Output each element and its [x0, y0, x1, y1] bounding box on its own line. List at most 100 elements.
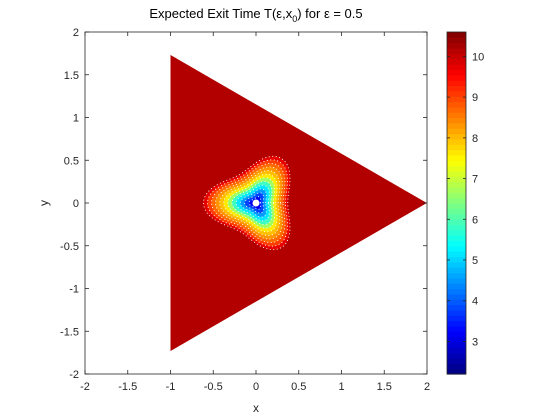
colorbar-band	[447, 32, 466, 38]
chart-title: Expected Exit Time T(ε,x0) for ε = 0.5	[149, 6, 362, 24]
colorbar-ticks: 3 4 5 6 7 8 9 10	[447, 51, 484, 348]
colorbar-band	[447, 235, 466, 241]
y-tick-label: -0.5	[60, 241, 79, 253]
x-tick-label: -1	[166, 381, 176, 393]
colorbar-band	[447, 368, 466, 375]
y-tick-label: 0.5	[64, 155, 79, 167]
colorbar-band	[447, 186, 466, 193]
y-tick-label: 1	[73, 113, 79, 125]
colorbar-band	[447, 267, 466, 274]
y-tick-label: 2	[73, 27, 79, 39]
x-tick-label: 0	[253, 381, 259, 393]
colorbar-band	[447, 53, 466, 60]
colorbar-band	[447, 203, 466, 209]
colorbar-band	[447, 181, 466, 188]
colorbar-band	[447, 42, 466, 49]
colorbar-band	[447, 138, 466, 145]
y-tick-label: 0	[73, 198, 79, 210]
colorbar-band	[447, 251, 466, 258]
y-tick-label: 1.5	[64, 70, 79, 82]
x-tick-label: -0.5	[204, 381, 223, 393]
colorbar-tick-label: 9	[472, 92, 478, 104]
colorbar-band	[447, 245, 466, 252]
colorbar: 3 4 5 6 7 8 9 10	[446, 31, 484, 375]
colorbar-band	[447, 117, 466, 124]
colorbar-band	[447, 85, 466, 92]
x-tick-label: 1.5	[377, 381, 392, 393]
colorbar-band	[447, 48, 466, 54]
colorbar-band	[447, 219, 466, 225]
y-tick-label: -1	[69, 284, 79, 296]
colorbar-band	[447, 90, 466, 97]
colorbar-tick-label: 8	[472, 133, 478, 145]
colorbar-band	[447, 293, 466, 300]
x-tick-label: 2	[424, 381, 430, 393]
colorbar-band	[447, 74, 466, 81]
contour-fill	[170, 54, 427, 352]
colorbar-band	[447, 160, 466, 167]
y-axis-label: y	[37, 200, 51, 206]
colorbar-band	[447, 37, 466, 44]
colorbar-band	[447, 192, 466, 199]
colorbar-band	[447, 304, 466, 311]
colorbar-band	[447, 320, 466, 327]
colorbar-tick-label: 4	[472, 296, 478, 308]
colorbar-bands	[447, 32, 466, 375]
y-tick-label: -1.5	[60, 326, 79, 338]
colorbar-frame	[446, 31, 467, 375]
colorbar-band	[447, 341, 466, 348]
colorbar-band	[447, 347, 466, 354]
colorbar-band	[447, 144, 466, 151]
colorbar-band	[447, 101, 466, 108]
colorbar-band	[447, 229, 466, 236]
colorbar-band	[447, 315, 466, 322]
colorbar-band	[447, 352, 466, 359]
colorbar-band	[447, 299, 466, 306]
colorbar-band	[447, 106, 466, 113]
colorbar-band	[447, 277, 466, 284]
colorbar-band	[447, 208, 466, 215]
colorbar-band	[447, 288, 466, 295]
title-subscript: 0	[292, 14, 297, 24]
colorbar-band	[447, 283, 466, 290]
colorbar-band	[447, 58, 466, 65]
x-tick-label: -2	[80, 381, 90, 393]
colorbar-band	[447, 112, 466, 119]
colorbar-band	[447, 272, 466, 279]
x-tick-label: -1.5	[118, 381, 137, 393]
colorbar-band	[447, 357, 466, 364]
colorbar-band	[447, 240, 466, 247]
colorbar-band	[447, 165, 466, 172]
colorbar-band	[447, 96, 466, 103]
colorbar-band	[447, 197, 466, 204]
x-tick-label: 0.5	[291, 381, 306, 393]
colorbar-band	[447, 170, 466, 177]
colorbar-tick-label: 10	[472, 51, 484, 63]
x-axis-label: x	[253, 401, 259, 415]
contour-levels	[170, 54, 427, 352]
colorbar-band	[447, 154, 466, 161]
colorbar-band	[447, 261, 466, 268]
colorbar-tick-label: 6	[472, 214, 478, 226]
colorbar-band	[447, 128, 466, 135]
colorbar-band	[447, 336, 466, 343]
x-tick-label: 1	[338, 381, 344, 393]
colorbar-band	[447, 331, 466, 338]
colorbar-band	[447, 224, 466, 231]
y-tick-label: -2	[69, 369, 79, 381]
equilibrium-marker	[252, 199, 260, 207]
colorbar-band	[447, 256, 466, 263]
colorbar-band	[447, 69, 466, 76]
colorbar-tick-label: 5	[472, 255, 478, 267]
colorbar-tick-label: 3	[472, 336, 478, 348]
colorbar-band	[447, 325, 466, 332]
colorbar-band	[447, 176, 466, 183]
colorbar-band	[447, 133, 466, 140]
x-axis: -2 -1.5 -1 -0.5 0 0.5 1 1.5 2	[80, 32, 430, 393]
colorbar-band	[447, 309, 466, 316]
colorbar-band	[447, 363, 466, 370]
colorbar-band	[447, 64, 466, 70]
contour-band	[170, 54, 427, 352]
colorbar-band	[447, 122, 466, 129]
